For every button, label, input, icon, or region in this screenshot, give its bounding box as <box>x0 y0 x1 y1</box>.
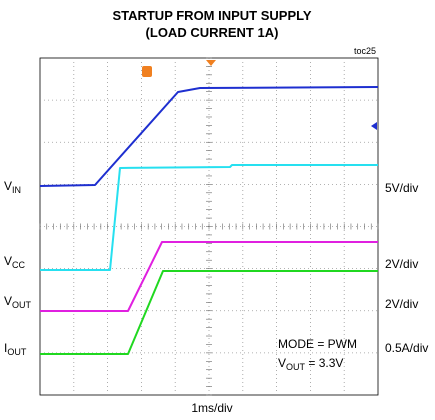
vout-note-rest: = 3.3V <box>305 356 343 370</box>
trace-vcc <box>40 164 378 271</box>
trace-label: VIN <box>4 179 21 195</box>
figure-id: toc25 <box>354 46 376 56</box>
trace-label: VOUT <box>4 294 32 310</box>
trigger-marker <box>206 60 216 66</box>
x-scale: 1ms/div <box>191 401 232 415</box>
level-marker <box>371 122 377 130</box>
trace-scale: 2V/div <box>385 297 418 311</box>
trace-scale: 0.5A/div <box>385 341 428 355</box>
trace-label-sub: CC <box>12 260 25 270</box>
title-line2: (LOAD CURRENT 1A) <box>146 25 279 40</box>
trace-label-main: I <box>4 341 7 355</box>
trace-vin <box>39 86 379 187</box>
trigger-icon <box>142 66 152 77</box>
trace-iout <box>40 270 378 355</box>
vout-note-main: V <box>278 356 286 370</box>
trace-scale: 5V/div <box>385 181 418 195</box>
vout-note: VOUT = 3.3V <box>278 356 343 372</box>
trace-scale: 2V/div <box>385 257 418 271</box>
trace-label: IOUT <box>4 341 27 357</box>
trace-label-main: V <box>4 294 12 308</box>
title-line1: STARTUP FROM INPUT SUPPLY <box>112 8 311 23</box>
trace-label: VCC <box>4 254 26 270</box>
trace-label-main: V <box>4 254 12 268</box>
trace-label-sub: OUT <box>7 347 27 357</box>
trace-label-sub: IN <box>12 185 21 195</box>
mode-note: MODE = PWM <box>278 337 357 351</box>
trace-vout <box>40 241 378 312</box>
trace-label-sub: OUT <box>12 300 32 310</box>
vout-note-sub: OUT <box>286 362 306 372</box>
trace-label-main: V <box>4 179 12 193</box>
